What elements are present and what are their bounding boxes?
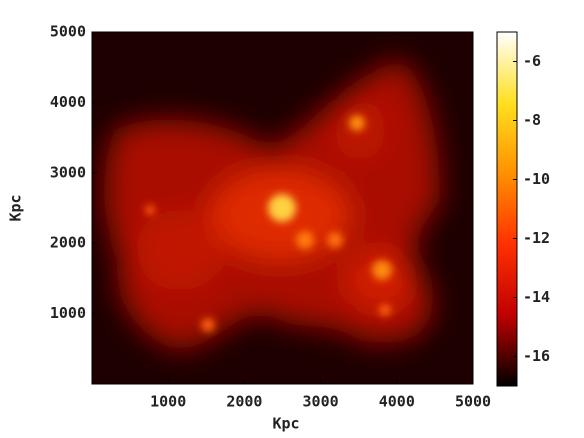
density-field <box>92 32 473 384</box>
y-tick-label: 3000 <box>50 163 86 181</box>
y-tick-label: 4000 <box>50 93 86 111</box>
colorbar-tick-label: -10 <box>523 170 550 188</box>
colorbar <box>496 31 518 387</box>
y-tick-label: 5000 <box>50 23 86 41</box>
x-tick-label: 4000 <box>379 393 415 411</box>
y-axis-label: Kpc <box>7 194 25 221</box>
x-tick-label: 3000 <box>303 393 339 411</box>
colorbar-tick-label: -12 <box>523 229 550 247</box>
colorbar-tick-label: -16 <box>523 347 550 365</box>
y-tick-label: 2000 <box>50 234 86 252</box>
x-tick-label: 1000 <box>150 393 186 411</box>
colorbar-tick-label: -8 <box>523 111 541 129</box>
colorbar-tick-label: -14 <box>523 288 550 306</box>
x-tick-label: 2000 <box>226 393 262 411</box>
x-tick-label: 5000 <box>455 393 491 411</box>
colorbar-tick-label: -6 <box>523 52 541 70</box>
x-axis-label: Kpc <box>272 415 299 433</box>
y-tick-label: 1000 <box>50 304 86 322</box>
plot-frame <box>91 31 474 385</box>
